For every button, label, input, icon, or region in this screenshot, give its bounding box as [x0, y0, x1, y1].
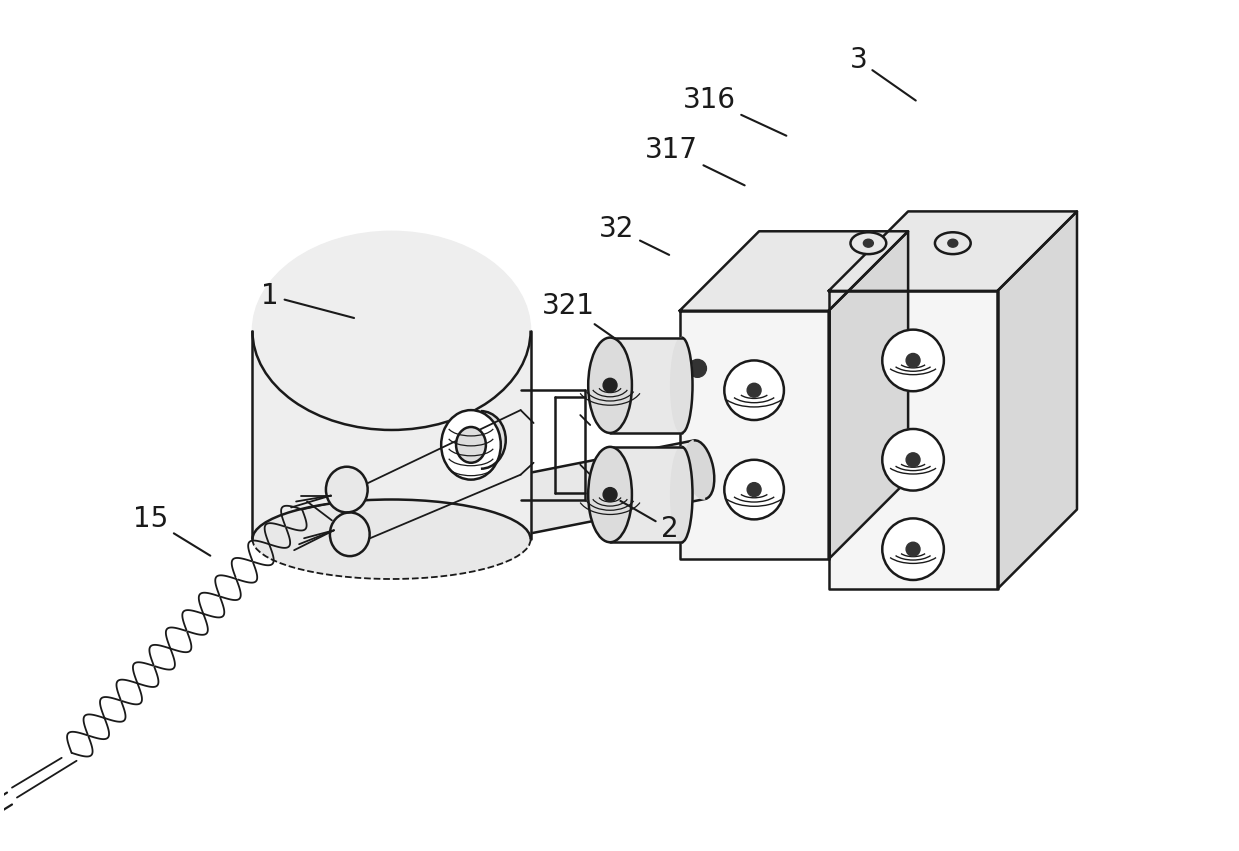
Polygon shape — [997, 211, 1077, 589]
Text: 3: 3 — [850, 47, 916, 100]
Ellipse shape — [456, 427, 486, 463]
Polygon shape — [829, 231, 908, 559]
Text: 15: 15 — [134, 505, 211, 556]
Ellipse shape — [332, 510, 362, 568]
Ellipse shape — [441, 410, 501, 480]
Polygon shape — [829, 211, 1077, 291]
Polygon shape — [253, 331, 530, 540]
Ellipse shape — [725, 361, 784, 420]
Polygon shape — [610, 447, 681, 542]
Ellipse shape — [948, 239, 958, 247]
Ellipse shape — [689, 359, 706, 377]
Ellipse shape — [603, 379, 617, 392]
Polygon shape — [680, 231, 908, 311]
Text: 317: 317 — [646, 136, 745, 186]
Text: 1: 1 — [261, 282, 354, 318]
Polygon shape — [680, 311, 829, 559]
Text: 2: 2 — [621, 501, 679, 543]
Ellipse shape — [253, 231, 530, 430]
Ellipse shape — [603, 488, 617, 501]
Polygon shape — [829, 291, 997, 589]
Ellipse shape — [253, 500, 530, 579]
Ellipse shape — [589, 338, 632, 433]
Ellipse shape — [670, 338, 693, 433]
Ellipse shape — [864, 239, 873, 247]
Text: 32: 32 — [600, 215, 669, 255]
Text: 316: 316 — [683, 86, 787, 135]
Ellipse shape — [850, 232, 886, 254]
Ellipse shape — [685, 440, 715, 499]
Ellipse shape — [906, 453, 921, 466]
Polygon shape — [341, 441, 705, 568]
Ellipse shape — [882, 518, 944, 580]
Ellipse shape — [456, 411, 506, 469]
Ellipse shape — [747, 483, 761, 496]
Ellipse shape — [906, 542, 921, 557]
Ellipse shape — [747, 383, 761, 397]
Ellipse shape — [935, 232, 970, 254]
Ellipse shape — [882, 429, 944, 490]
Ellipse shape — [882, 329, 944, 391]
Ellipse shape — [326, 466, 368, 512]
Text: 321: 321 — [541, 292, 616, 339]
Ellipse shape — [725, 460, 784, 519]
Ellipse shape — [670, 447, 693, 542]
Ellipse shape — [906, 353, 921, 368]
Ellipse shape — [589, 447, 632, 542]
Polygon shape — [610, 338, 681, 433]
Ellipse shape — [330, 512, 369, 557]
